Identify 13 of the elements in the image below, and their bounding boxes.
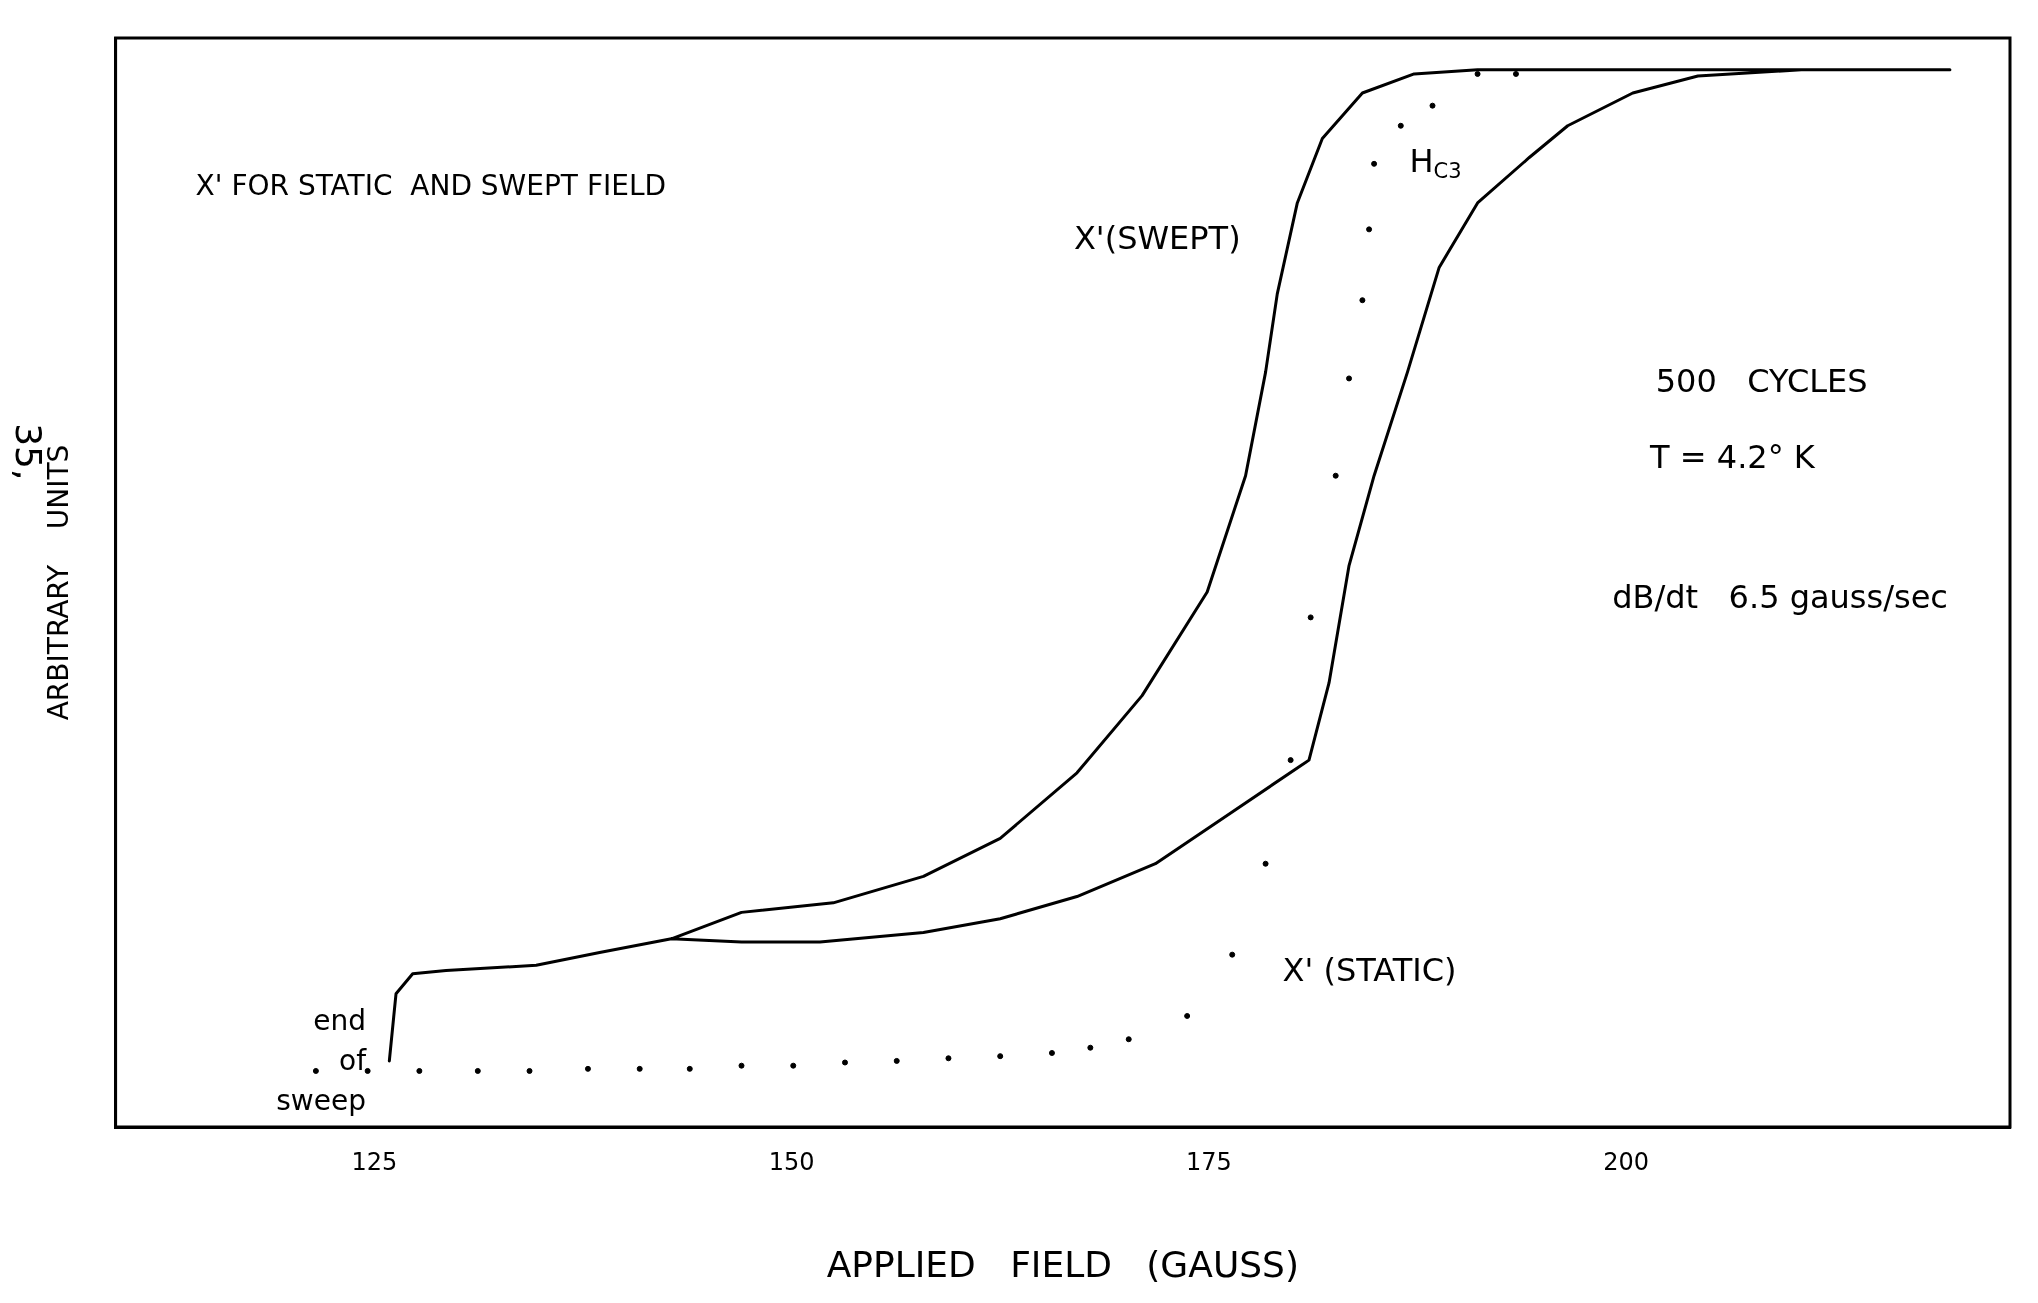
x-tick-label: 150 [768, 1147, 815, 1176]
text: X' FOR STATIC AND SWEPT FIELD [195, 169, 667, 203]
x-tick-label: 175 [1185, 1147, 1232, 1176]
x-tick-label: 200 [1603, 1147, 1650, 1176]
annotation: X'(SWEPT) [1073, 219, 1241, 258]
annotation: dB/dt 6.5 gauss/sec [1612, 578, 1948, 617]
annotation: T = 4.2° K [1649, 437, 1816, 476]
annotation: end of sweep [276, 1004, 368, 1118]
annotation: 500 CYCLES [1655, 361, 1868, 400]
annotation: X' (STATIC) [1282, 950, 1457, 989]
y-axis-title: ARBITRARY UNITS [42, 444, 76, 721]
x-tick-label: 125 [351, 1147, 398, 1176]
x-axis-title: APPLIED FIELD (GAUSS) [826, 1243, 1299, 1285]
